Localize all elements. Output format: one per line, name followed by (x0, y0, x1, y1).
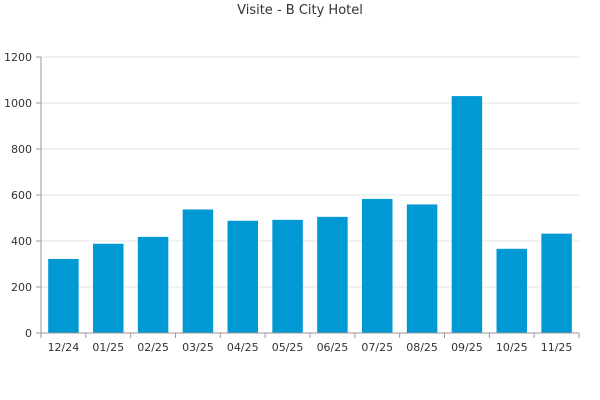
x-tick-label: 02/25 (137, 341, 169, 354)
x-tick-label: 08/25 (406, 341, 438, 354)
x-tick-label: 09/25 (451, 341, 483, 354)
bar (93, 243, 124, 333)
bar (541, 233, 572, 333)
bars (48, 96, 572, 333)
y-tick-label: 400 (11, 235, 32, 248)
gridlines (41, 56, 579, 288)
bar (272, 219, 303, 333)
bar (227, 220, 258, 333)
chart-title: Visite - B City Hotel (237, 3, 363, 18)
axes (36, 56, 580, 338)
x-tick-label: 03/25 (182, 341, 214, 354)
bar (48, 258, 79, 333)
x-tick-label: 01/25 (92, 341, 124, 354)
x-tick-label: 12/24 (48, 341, 80, 354)
y-tick-label: 600 (11, 189, 32, 202)
x-tick-label: 06/25 (317, 341, 349, 354)
x-tick-label: 04/25 (227, 341, 259, 354)
bar (496, 248, 527, 333)
bar (362, 198, 393, 333)
bar (451, 96, 483, 333)
x-tick-label: 11/25 (541, 341, 573, 354)
y-tick-label: 1000 (4, 97, 32, 110)
x-tick-label: 05/25 (272, 341, 304, 354)
y-tick-label: 1200 (4, 51, 32, 64)
bar (182, 209, 214, 333)
tick-labels: 0 200 400 600 800 1000 1200 12/24 01/25 02/25 03/2… (4, 51, 572, 354)
y-tick-label: 200 (11, 281, 32, 294)
bar (406, 204, 438, 333)
y-tick-label: 800 (11, 143, 32, 156)
y-tick-label: 0 (25, 327, 32, 340)
x-tick-label: 07/25 (361, 341, 393, 354)
x-tick-label: 10/25 (496, 341, 528, 354)
bar (317, 216, 348, 333)
bar (137, 236, 169, 333)
